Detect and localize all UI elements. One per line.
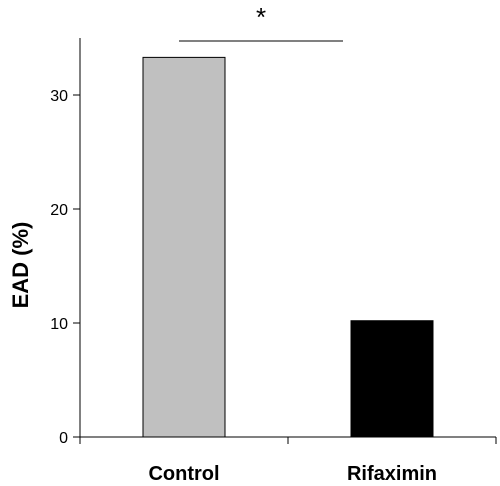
significance-marker: *: [179, 2, 343, 42]
bar-control: [142, 56, 226, 438]
y-tick-label: 10: [50, 316, 68, 333]
y-axis-title: EAD (%): [8, 222, 33, 309]
y-tick-label: 30: [50, 88, 68, 105]
y-tick-label: 20: [50, 202, 68, 219]
y-tick-label: 0: [59, 430, 68, 447]
bar-rifaximin: [350, 320, 434, 438]
x-category-label: Rifaximin: [347, 463, 437, 485]
y-axis: 0 10 20 30: [50, 38, 81, 447]
x-category-label: Control: [148, 463, 219, 485]
x-axis: Control Rifaximin: [79, 436, 497, 485]
bars: [142, 56, 434, 438]
significance-star: *: [256, 2, 266, 32]
